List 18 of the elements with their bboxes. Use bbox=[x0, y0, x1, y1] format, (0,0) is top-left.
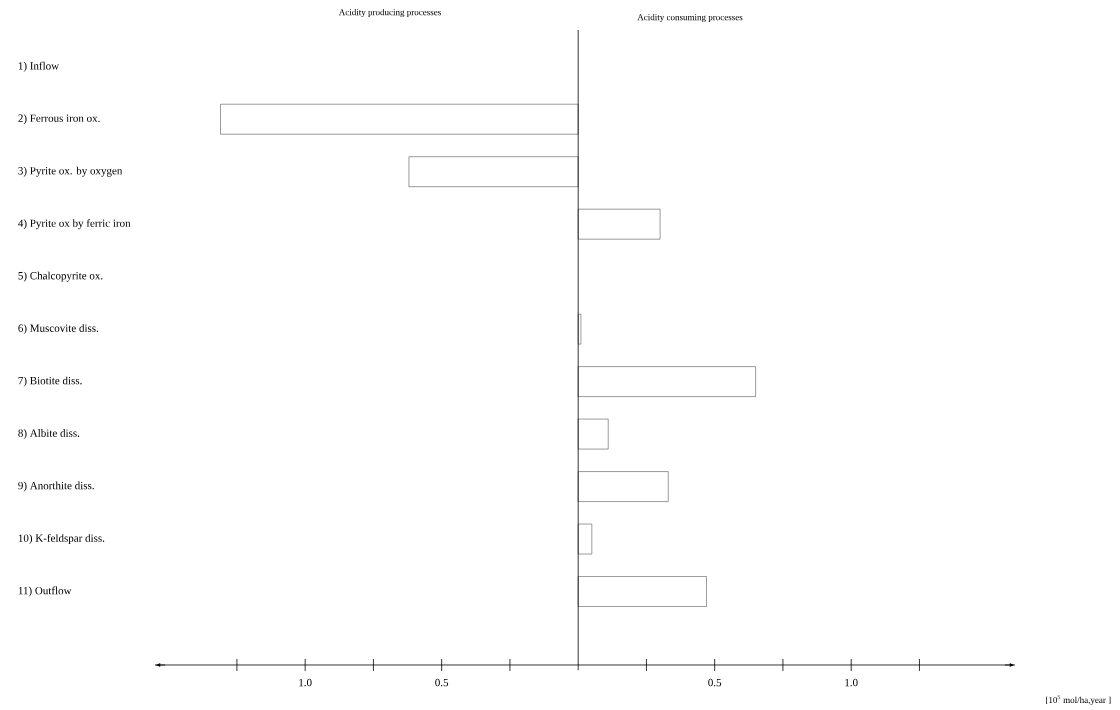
text: Acidity consuming processes bbox=[637, 13, 743, 23]
y-tick-label: 11) Outflow bbox=[18, 586, 72, 597]
x-tick-label: 1.0 bbox=[299, 678, 312, 687]
y-tick-label: 3) Pyrite ox. by oxygen bbox=[18, 166, 123, 177]
y-tick-label: 5) Chalcopyrite ox. bbox=[18, 271, 103, 282]
y-tick-label: 9) Anorthite diss. bbox=[18, 481, 94, 492]
y-tick-label: 7) Biotite diss. bbox=[18, 376, 82, 387]
y-tick-label: 4) Pyrite ox by ferric iron bbox=[18, 219, 131, 230]
x-tick-label: 0.5 bbox=[708, 678, 722, 687]
x-tick-label: 0.5 bbox=[435, 678, 449, 687]
y-tick-label: 8) Albite diss. bbox=[18, 429, 80, 440]
text: [10$^{5}$ mol/ha,year ] bbox=[1046, 695, 1111, 705]
y-tick-label: 6) Muscovite diss. bbox=[18, 324, 99, 335]
y-tick-label: 10) K-feldspar diss. bbox=[18, 534, 105, 545]
x-tick-label: 1.0 bbox=[845, 678, 858, 687]
text: Acidity producing processes bbox=[338, 8, 441, 18]
y-tick-label: 2) Ferrous iron ox. bbox=[18, 114, 100, 125]
y-tick-label: 1) Inflow bbox=[18, 61, 60, 72]
